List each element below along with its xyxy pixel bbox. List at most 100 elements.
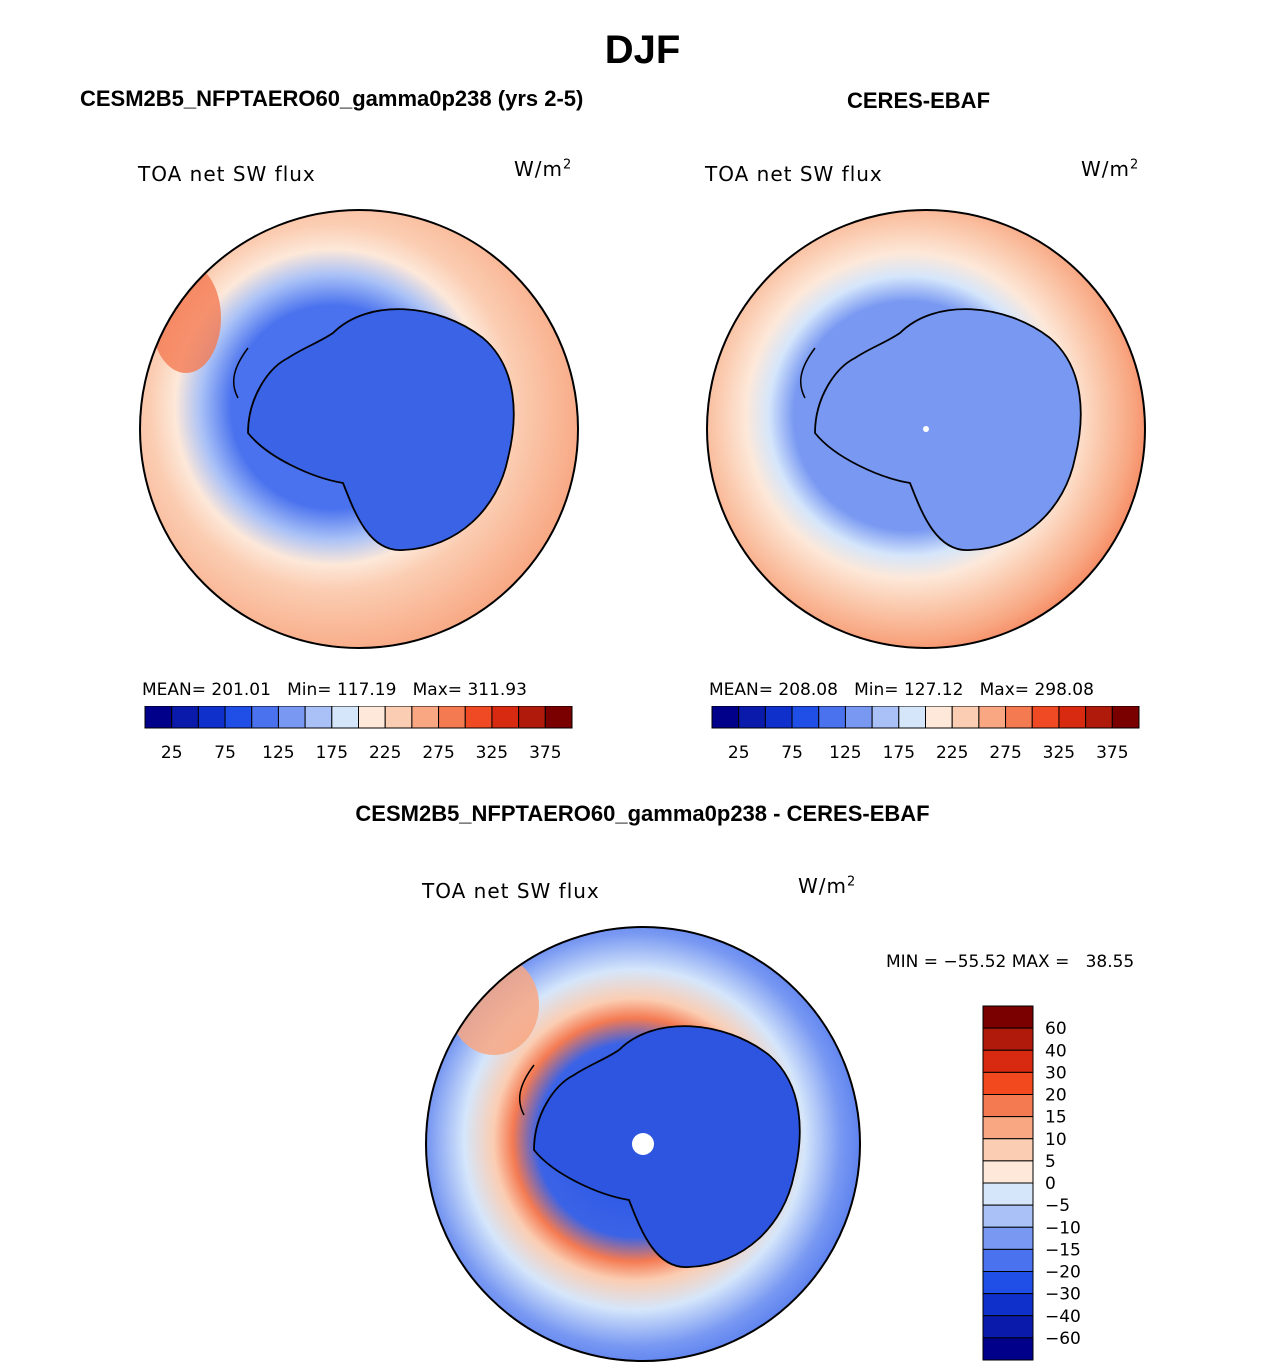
panel-1-max-label: Max= <box>412 680 463 700</box>
colorbar-box <box>925 706 953 729</box>
diff-map <box>425 926 861 1362</box>
panel-1-mean-value: 201.01 <box>211 680 271 700</box>
colorbar-box <box>982 1271 1034 1295</box>
colorbar-box <box>491 706 520 729</box>
colorbar-box <box>982 1027 1034 1051</box>
colorbar-box <box>1058 706 1087 729</box>
colorbar-box <box>304 706 333 729</box>
colorbar-box <box>871 706 900 729</box>
colorbar-tick-label: 125 <box>262 743 294 763</box>
colorbar-tick-label: 30 <box>1045 1063 1067 1083</box>
panel-2-mean-label: MEAN= <box>709 680 773 700</box>
panel-1-colorbar-boxes <box>144 706 573 729</box>
panel-2-max-label: Max= <box>979 680 1030 700</box>
panel-2-min-value: 127.12 <box>903 680 964 700</box>
diff-peninsula <box>518 1064 535 1116</box>
panel-1-map-border <box>139 209 579 649</box>
diff-pole-hole <box>632 1133 654 1155</box>
panel-2-colorbar-ticks: 25 75 125 175 225 275 325 375 <box>728 743 1129 763</box>
colorbar-tick-label: 75 <box>214 743 236 763</box>
panel-1-map <box>139 209 579 649</box>
colorbar-box <box>1111 706 1140 729</box>
colorbar-box <box>464 706 493 729</box>
colorbar-box <box>982 1094 1034 1118</box>
panel-1-high-flux-region <box>151 263 221 373</box>
colorbar-box <box>982 1049 1034 1073</box>
panel-1-colorbar-ticks: 25 75 125 175 225 275 325 375 <box>161 743 562 763</box>
panel-2-antarctica <box>814 308 1082 551</box>
panel-1-mean-label: MEAN= <box>142 680 206 700</box>
colorbar-tick-label: 225 <box>936 743 968 763</box>
colorbar-box <box>982 1005 1034 1029</box>
colorbar-box <box>277 706 306 729</box>
colorbar-box <box>1085 706 1113 729</box>
diff-panel-title: CESM2B5_NFPTAERO60_gamma0p238 - CERES-EB… <box>355 801 930 826</box>
colorbar-box <box>951 706 980 729</box>
panel-3-units: W/m2 <box>798 874 857 898</box>
colorbar-tick-label: 175 <box>316 743 348 763</box>
colorbar-tick-label: 40 <box>1045 1041 1067 1061</box>
colorbar-tick-label: 10 <box>1045 1130 1067 1150</box>
colorbar-box <box>144 706 173 729</box>
colorbar-box <box>384 706 413 729</box>
panel-1-peninsula <box>232 347 249 399</box>
panel-1-stats: MEAN= 201.01 Min= 117.19 Max= 311.93 <box>142 680 527 700</box>
panel-1-units: W/m2 <box>514 157 573 181</box>
colorbar-tick-label: 15 <box>1045 1108 1067 1128</box>
colorbar-tick-label: 325 <box>476 743 508 763</box>
panel-2-mean-value: 208.08 <box>778 680 838 700</box>
colorbar-tick-label: −40 <box>1045 1307 1081 1327</box>
colorbar-tick-label: 325 <box>1043 743 1075 763</box>
panel-2-min-label: Min= <box>854 680 899 700</box>
colorbar-tick-label: −20 <box>1045 1263 1081 1283</box>
colorbar-box <box>982 1138 1034 1162</box>
colorbar-box <box>982 1248 1034 1273</box>
panel-1-title: CESM2B5_NFPTAERO60_gamma0p238 (yrs 2-5) <box>80 86 584 111</box>
colorbar-tick-label: −5 <box>1045 1196 1070 1216</box>
colorbar-tick-label: 375 <box>529 743 561 763</box>
panel-2-peninsula <box>799 347 816 399</box>
panel-2-pole-marker <box>923 426 929 432</box>
colorbar-box <box>982 1293 1034 1317</box>
panel-2-colorbar: 25 75 125 175 225 275 325 375 <box>711 706 1140 763</box>
colorbar-tick-label: 75 <box>781 743 803 763</box>
colorbar-box <box>518 706 546 729</box>
colorbar-box <box>982 1315 1034 1339</box>
colorbar-box <box>982 1160 1034 1184</box>
colorbar-box <box>818 706 846 729</box>
colorbar-tick-label: 25 <box>728 743 750 763</box>
colorbar-box <box>197 706 226 729</box>
colorbar-tick-label: 175 <box>883 743 915 763</box>
colorbar-box <box>251 706 279 729</box>
diff-minmax-text: MIN = −55.52 MAX = 38.55 <box>886 952 1135 972</box>
colorbar-tick-label: 275 <box>422 743 454 763</box>
colorbar-box <box>438 706 466 729</box>
colorbar-tick-label: 275 <box>989 743 1021 763</box>
colorbar-box <box>982 1182 1034 1206</box>
colorbar-tick-label: 125 <box>829 743 861 763</box>
colorbar-box <box>738 706 766 729</box>
colorbar-tick-label: −15 <box>1045 1240 1081 1260</box>
colorbar-tick-label: −10 <box>1045 1218 1081 1238</box>
panel-1-antarctica <box>247 308 515 551</box>
panel-2-colorbar-boxes <box>711 706 1140 729</box>
panel-1-variable-label: TOA net SW flux <box>138 162 316 186</box>
panel-2-map-border <box>706 209 1146 649</box>
colorbar-box <box>898 706 926 729</box>
colorbar-tick-label: −30 <box>1045 1285 1081 1305</box>
diff-antarctica <box>533 1025 801 1268</box>
colorbar-box <box>711 706 740 729</box>
colorbar-box <box>411 706 440 729</box>
colorbar-box <box>544 706 573 729</box>
colorbar-box <box>764 706 793 729</box>
panel-2-variable-label: TOA net SW flux <box>705 162 883 186</box>
diff-positive-region <box>449 955 539 1055</box>
colorbar-tick-label: 5 <box>1045 1152 1056 1172</box>
colorbar-tick-label: 20 <box>1045 1086 1067 1106</box>
panel-2-units: W/m2 <box>1081 157 1140 181</box>
colorbar-box <box>982 1116 1034 1140</box>
colorbar-box <box>982 1337 1034 1361</box>
colorbar-box <box>224 706 253 729</box>
